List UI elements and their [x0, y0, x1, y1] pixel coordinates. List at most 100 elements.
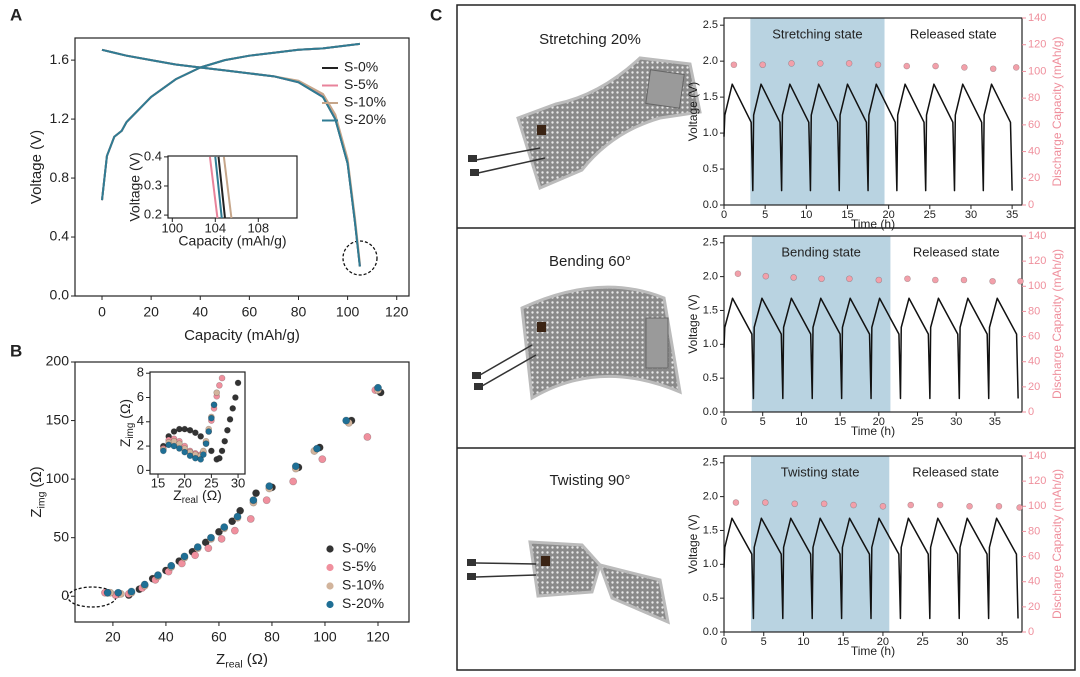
- device-stretch: [468, 56, 702, 191]
- y-tick-label: 1.5: [703, 304, 718, 316]
- data-point: [160, 447, 167, 455]
- x-tick-label: 40: [158, 629, 174, 645]
- x-tick-label: 15: [151, 475, 165, 490]
- data-line: [222, 156, 233, 219]
- region-label: Released state: [910, 26, 997, 41]
- data-point: [790, 274, 797, 281]
- x-tick-label: 30: [965, 209, 977, 221]
- legend-label: S-20%: [342, 595, 384, 611]
- panel-c-frame: [456, 4, 1076, 671]
- x-tick-label: 5: [761, 636, 767, 648]
- data-point: [210, 401, 218, 409]
- y-tick-label: 0.2: [144, 207, 162, 222]
- data-point: [204, 544, 213, 553]
- x-axis-label: Zreal (Ω): [173, 487, 222, 506]
- x-axis-label: Capacity (mAh/g): [184, 327, 300, 344]
- x-tick-label: 25: [911, 416, 923, 428]
- x-tick-label: 25: [917, 636, 929, 648]
- x-tick-label: 30: [231, 475, 245, 490]
- data-point: [791, 500, 799, 508]
- x-tick-label: 100: [313, 629, 337, 645]
- y-tick-label: 0.0: [703, 406, 718, 418]
- y2-tick-label: 140: [1028, 12, 1046, 24]
- y-axis-label: Voltage (V): [127, 152, 143, 221]
- data-point: [200, 451, 207, 458]
- data-point: [208, 447, 215, 455]
- data-point: [817, 60, 824, 67]
- x-axis-label-unit: (Ω): [202, 487, 222, 503]
- y-axis-label: Voltage (V): [28, 130, 45, 204]
- data-point: [193, 543, 202, 551]
- x-axis-label-unit: (Ω): [247, 651, 268, 668]
- y2-tick-label: 60: [1028, 119, 1040, 131]
- y-tick-label: 2.0: [703, 55, 718, 67]
- data-point: [202, 440, 210, 447]
- data-point: [180, 552, 189, 561]
- y-tick-label: 100: [46, 470, 70, 486]
- y2-tick-label: 80: [1028, 92, 1040, 104]
- panel-label: B: [10, 341, 22, 360]
- data-point: [216, 454, 223, 462]
- x-tick-label: 100: [336, 304, 360, 320]
- region-label: Bending state: [781, 244, 861, 259]
- data-point: [205, 428, 213, 435]
- legend-label: S-5%: [342, 558, 376, 574]
- x-tick-label: 80: [291, 304, 307, 320]
- plot-frame: [149, 371, 246, 475]
- x-axis-label-base: Z: [216, 651, 225, 668]
- data-point: [170, 442, 178, 450]
- data-line: [208, 156, 219, 219]
- data-point: [874, 61, 882, 69]
- x-axis-label-sub: real: [225, 658, 243, 670]
- legend-marker: [326, 545, 334, 553]
- data-point: [224, 426, 231, 434]
- data-point: [228, 517, 237, 526]
- x-tick-label: 120: [385, 304, 409, 320]
- y-tick-label: 8: [137, 365, 144, 380]
- y-tick-label: 0: [61, 587, 69, 603]
- y-axis-label-sub: img: [125, 423, 136, 439]
- y-tick-label: 200: [46, 353, 70, 369]
- y-tick-label: 2.0: [703, 491, 718, 503]
- legend-marker: [326, 600, 334, 609]
- x-tick-label: 0: [721, 636, 727, 648]
- y-tick-label: 1.2: [50, 110, 70, 126]
- legend-marker: [326, 563, 334, 572]
- data-point: [140, 580, 149, 589]
- x-tick-label: 10: [797, 636, 809, 648]
- x-tick-label: 60: [242, 304, 258, 320]
- data-point: [961, 64, 968, 71]
- data-point: [1017, 277, 1024, 285]
- x-tick-label: 60: [211, 629, 227, 645]
- y-tick-label: 0.3: [144, 177, 162, 192]
- y2-tick-label: 0: [1028, 199, 1034, 211]
- data-point: [265, 482, 274, 491]
- y2-tick-label: 20: [1028, 172, 1040, 184]
- y2-tick-label: 120: [1028, 255, 1046, 267]
- y2-axis-label: Discharge Capacity (mAh/g): [1050, 469, 1064, 619]
- y-tick-label: 1.5: [703, 91, 718, 103]
- y-tick-label: 0.5: [703, 372, 718, 384]
- y2-tick-label: 100: [1028, 65, 1046, 77]
- data-point: [114, 588, 123, 597]
- x-tick-label: 5: [762, 209, 768, 221]
- data-point: [192, 429, 199, 437]
- row-title: Stretching 20%: [539, 31, 641, 48]
- x-tick-label: 80: [264, 629, 280, 645]
- y-tick-label: 50: [53, 528, 69, 544]
- y-tick-label: 2.5: [703, 19, 718, 31]
- data-point: [127, 587, 136, 596]
- data-point: [904, 275, 911, 283]
- data-point: [845, 60, 853, 67]
- data-point: [820, 500, 828, 508]
- x-tick-label: 20: [883, 209, 895, 221]
- data-point: [363, 433, 372, 441]
- x-tick-label: 20: [105, 629, 121, 645]
- data-point: [936, 501, 944, 509]
- data-point: [234, 379, 242, 387]
- x-tick-label: 100: [161, 220, 183, 235]
- x-axis-label-sub: real: [182, 495, 198, 506]
- data-point: [762, 499, 769, 506]
- x-axis-label-base: Z: [173, 487, 182, 503]
- data-line: [214, 156, 223, 219]
